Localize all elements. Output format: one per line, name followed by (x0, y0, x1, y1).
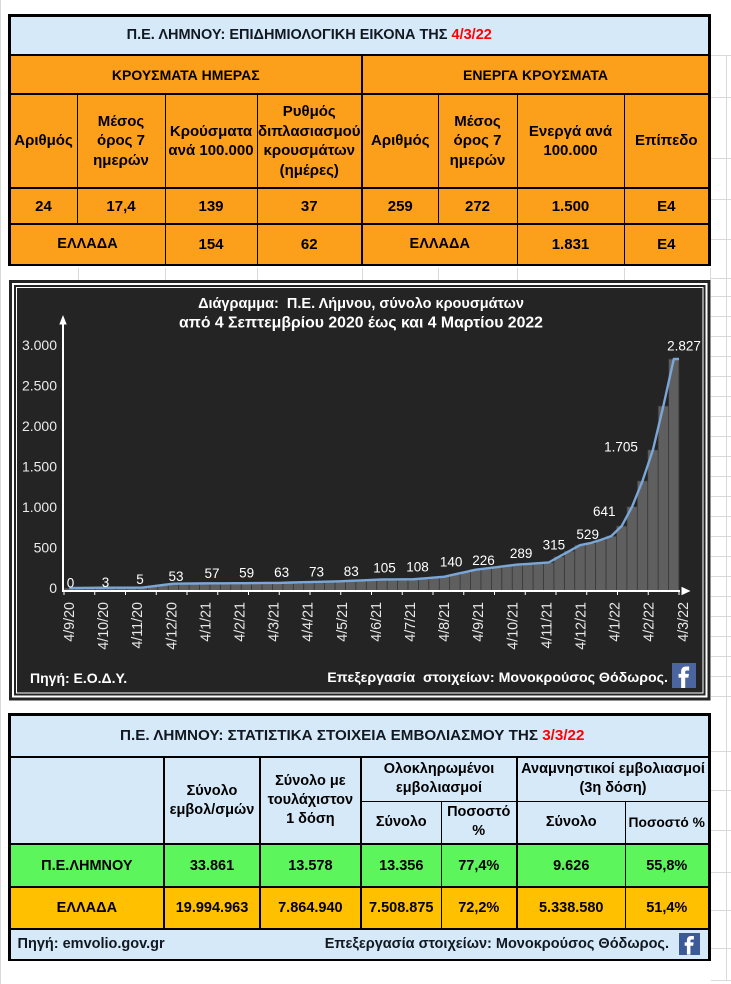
svg-text:4/3/21: 4/3/21 (267, 602, 283, 642)
svg-text:Πηγή: Ε.Ο.Δ.Υ.: Πηγή: Ε.Ο.Δ.Υ. (30, 670, 127, 686)
svg-text:4/3/22: 4/3/22 (676, 602, 692, 642)
svg-text:73: 73 (309, 565, 324, 580)
svg-text:4/8/21: 4/8/21 (437, 602, 453, 642)
svg-text:4/7/21: 4/7/21 (403, 602, 419, 642)
svg-text:53: 53 (168, 569, 183, 584)
svg-text:Διάγραμμα: Π.Ε. Λήμνου, σύνολ: Διάγραμμα: Π.Ε. Λήμνου, σύνολο κρουσμάτω… (198, 296, 524, 312)
svg-text:529: 529 (576, 527, 599, 542)
svg-text:1.705: 1.705 (604, 440, 638, 455)
svg-text:4/9/21: 4/9/21 (471, 602, 487, 642)
svg-text:1.500: 1.500 (22, 459, 57, 475)
svg-text:500: 500 (34, 540, 58, 556)
svg-text:59: 59 (239, 566, 254, 581)
svg-text:83: 83 (344, 564, 359, 579)
svg-text:4/5/21: 4/5/21 (335, 602, 351, 642)
svg-text:57: 57 (204, 566, 219, 581)
svg-text:4/2/22: 4/2/22 (642, 602, 658, 642)
svg-text:4/9/20: 4/9/20 (62, 602, 78, 642)
svg-text:108: 108 (406, 560, 429, 575)
svg-text:4/6/21: 4/6/21 (369, 602, 385, 642)
svg-text:3: 3 (102, 575, 110, 590)
svg-text:0: 0 (67, 576, 75, 591)
svg-text:4/11/20: 4/11/20 (130, 602, 146, 649)
svg-text:4/10/21: 4/10/21 (505, 602, 521, 650)
svg-text:63: 63 (274, 565, 289, 580)
svg-text:2.500: 2.500 (22, 378, 57, 394)
svg-text:105: 105 (373, 561, 396, 576)
svg-text:140: 140 (440, 555, 463, 570)
svg-text:4/2/21: 4/2/21 (233, 602, 249, 642)
svg-text:5: 5 (136, 572, 144, 587)
svg-text:2.827: 2.827 (667, 339, 701, 354)
svg-text:4/10/20: 4/10/20 (96, 602, 112, 650)
svg-text:315: 315 (543, 538, 566, 553)
svg-text:641: 641 (593, 504, 616, 519)
svg-text:0: 0 (49, 580, 57, 596)
svg-text:3.000: 3.000 (22, 337, 57, 353)
svg-text:2.000: 2.000 (22, 418, 57, 434)
svg-text:4/1/21: 4/1/21 (198, 602, 214, 642)
svg-text:4/4/21: 4/4/21 (301, 602, 317, 642)
svg-text:226: 226 (472, 553, 495, 568)
svg-text:4/12/20: 4/12/20 (164, 602, 180, 650)
svg-text:4/11/21: 4/11/21 (539, 602, 555, 649)
svg-text:1.000: 1.000 (22, 499, 57, 515)
svg-text:από 4 Σεπτεμβρίου 2020 έως και: από 4 Σεπτεμβρίου 2020 έως και 4 Μαρτίου… (179, 315, 543, 332)
svg-text:4/1/22: 4/1/22 (608, 602, 624, 642)
svg-text:Επεξεργασία στοιχείων: Μονοκρ: Επεξεργασία στοιχείων: Μονοκρούσος Θόδωρ… (327, 670, 668, 686)
svg-text:289: 289 (510, 546, 533, 561)
svg-text:4/12/21: 4/12/21 (574, 602, 590, 650)
